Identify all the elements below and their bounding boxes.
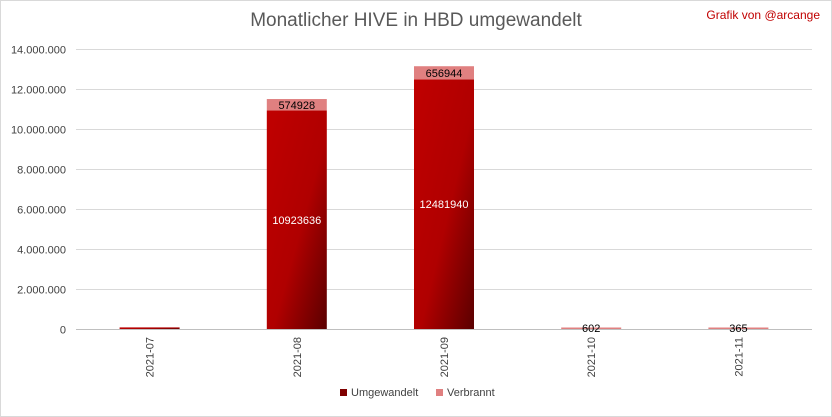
bar-umgewandelt (266, 110, 327, 329)
bar-umgewandelt (119, 327, 180, 329)
y-tick-label: 8.000.000 (17, 165, 66, 177)
y-tick-label: 10.000.000 (11, 125, 66, 137)
data-label-verbrannt: 365 (729, 323, 747, 335)
x-tick-label: 2021-11 (733, 337, 745, 377)
chart-title: Monatlicher HIVE in HBD umgewandelt (250, 10, 582, 31)
bar-verbrannt (414, 66, 474, 80)
legend-label: Verbrannt (447, 387, 495, 399)
bar-verbrannt (561, 327, 622, 329)
chart-credit: Grafik von @arcange (706, 8, 820, 22)
y-tick-label: 0 (60, 325, 66, 337)
data-label-umgewandelt: 10923636 (272, 215, 321, 227)
x-tick-label: 2021-07 (145, 337, 157, 377)
bar-verbrannt (708, 327, 769, 329)
y-tick-label: 14.000.000 (11, 45, 66, 57)
y-tick-label: 12.000.000 (11, 85, 66, 97)
legend-swatch (340, 389, 347, 396)
y-tick-label: 6.000.000 (17, 205, 66, 217)
data-label-verbrannt: 574928 (278, 100, 315, 112)
y-tick-label: 4.000.000 (17, 245, 66, 257)
data-label-verbrannt: 602 (582, 323, 600, 335)
y-tick-label: 2.000.000 (17, 285, 66, 297)
data-label-verbrannt: 656944 (426, 68, 463, 80)
x-tick-label: 2021-09 (439, 337, 451, 377)
bars: 10923636 574928 12481940 656944 602 365 (119, 66, 769, 335)
x-tick-label: 2021-10 (586, 337, 598, 377)
bar-verbrannt (266, 99, 327, 111)
y-axis: 0 2.000.000 4.000.000 6.000.000 8.000.000 10.… (11, 45, 66, 337)
data-label-umgewandelt: 12481940 (420, 199, 469, 211)
x-tick-label: 2021-08 (292, 337, 304, 377)
bar-umgewandelt (414, 79, 474, 329)
legend-label: Umgewandelt (351, 387, 418, 399)
x-axis: 2021-07 2021-08 2021-09 2021-10 2021-11 (145, 337, 746, 377)
legend: Umgewandelt Verbrannt (340, 387, 495, 399)
legend-swatch (436, 389, 443, 396)
